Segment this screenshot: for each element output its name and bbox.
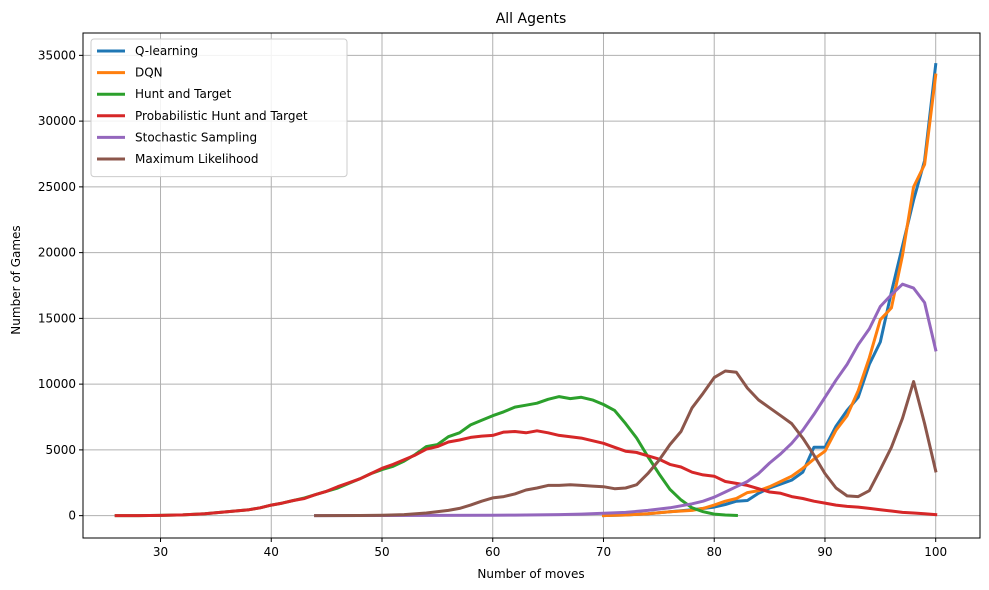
legend-label-5: Maximum Likelihood bbox=[135, 152, 258, 166]
x-tick-label: 60 bbox=[485, 545, 500, 559]
legend-label-0: Q-learning bbox=[135, 44, 198, 58]
chart-title: All Agents bbox=[496, 11, 567, 27]
x-tick-label: 100 bbox=[924, 545, 947, 559]
legend-box bbox=[90, 38, 348, 178]
plot-frame bbox=[82, 32, 981, 539]
y-tick-label: 35000 bbox=[38, 48, 76, 62]
y-tick-label: 15000 bbox=[38, 311, 76, 325]
series-line-4 bbox=[314, 282, 938, 518]
legend-label-2: Hunt and Target bbox=[135, 87, 232, 101]
y-tick-label: 10000 bbox=[38, 377, 76, 391]
legend-label-1: DQN bbox=[135, 66, 163, 80]
y-tick-label: 0 bbox=[68, 509, 76, 523]
x-tick-label: 30 bbox=[153, 545, 168, 559]
y-axis: 0 5000 10000 15000 20000 25000 30000 35000 bbox=[38, 48, 83, 523]
x-axis: 30 40 50 60 70 80 90 100 bbox=[153, 538, 947, 559]
x-tick-label: 80 bbox=[707, 545, 722, 559]
series-layer bbox=[114, 62, 938, 518]
y-tick-label: 5000 bbox=[45, 443, 76, 457]
legend: Q-learning DQN Hunt and Target Probabilisti… bbox=[90, 38, 348, 178]
legend-label-3: Probabilistic Hunt and Target bbox=[135, 109, 308, 123]
y-tick-label: 20000 bbox=[38, 246, 76, 260]
x-tick-label: 70 bbox=[596, 545, 611, 559]
series-line-3 bbox=[114, 429, 938, 518]
x-tick-label: 50 bbox=[374, 545, 389, 559]
x-tick-label: 90 bbox=[817, 545, 832, 559]
y-axis-label: Number of Games bbox=[9, 225, 23, 334]
x-tick-label: 40 bbox=[264, 545, 279, 559]
y-tick-label: 25000 bbox=[38, 180, 76, 194]
grid-lines bbox=[83, 33, 980, 538]
series-line-5 bbox=[314, 369, 938, 518]
x-axis-label: Number of moves bbox=[477, 567, 584, 581]
legend-label-4: Stochastic Sampling bbox=[135, 130, 257, 144]
y-tick-label: 30000 bbox=[38, 114, 76, 128]
